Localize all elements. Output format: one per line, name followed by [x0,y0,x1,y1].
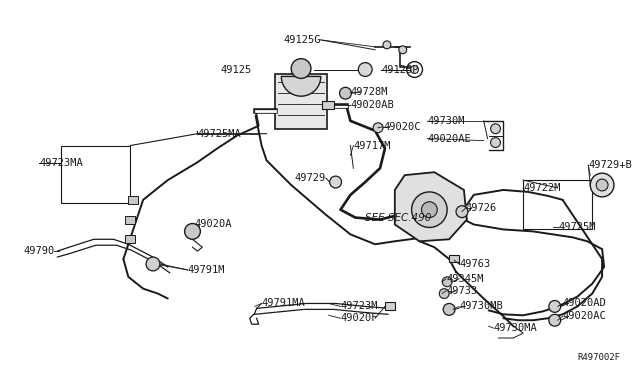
Circle shape [456,206,468,218]
Circle shape [383,41,391,49]
Text: 49020AD: 49020AD [563,298,606,308]
Text: 49020F: 49020F [340,313,378,323]
Bar [322,101,333,109]
Text: 49020AB: 49020AB [351,100,394,110]
Circle shape [422,202,437,218]
Circle shape [291,59,311,78]
Text: 49020C: 49020C [383,122,420,132]
Circle shape [491,124,500,134]
Circle shape [443,304,455,315]
Text: 49733: 49733 [446,286,477,296]
Circle shape [596,179,608,191]
Circle shape [549,314,561,326]
Text: 49730MA: 49730MA [493,323,538,333]
Text: 49717M: 49717M [353,141,391,151]
Circle shape [439,289,449,298]
Text: 49726: 49726 [466,203,497,213]
Text: 49020AC: 49020AC [563,311,606,321]
Bar [385,302,395,310]
Circle shape [340,87,351,99]
Bar [523,180,592,230]
Wedge shape [282,76,321,96]
Circle shape [373,123,383,133]
Bar [275,74,327,129]
Circle shape [146,257,160,271]
Polygon shape [395,172,467,241]
Bar [125,216,135,224]
Text: 49729+B: 49729+B [588,160,632,170]
Circle shape [358,62,372,76]
Circle shape [491,138,500,148]
Text: 49125P: 49125P [381,64,419,74]
Circle shape [442,277,452,287]
Text: 49020AE: 49020AE [428,134,471,144]
Text: 49763: 49763 [459,259,490,269]
Text: 49722M: 49722M [523,183,561,193]
Bar [125,235,135,243]
Circle shape [330,176,342,188]
Text: 49723M: 49723M [340,301,378,311]
Text: 49020A: 49020A [195,219,232,230]
Text: 49729: 49729 [294,173,326,183]
Text: SEE SEC.490: SEE SEC.490 [365,212,431,222]
Text: 49345M: 49345M [446,274,484,284]
Text: 49125: 49125 [220,64,252,74]
Text: 49723MA: 49723MA [40,158,83,168]
Circle shape [184,224,200,239]
Circle shape [412,192,447,227]
Text: R497002F: R497002F [577,353,620,362]
Text: 49730M: 49730M [428,116,465,126]
Circle shape [411,65,419,74]
Bar [129,196,138,204]
Text: 49791M: 49791M [188,265,225,275]
Circle shape [590,173,614,197]
Text: 49790: 49790 [23,246,54,256]
Bar [61,145,131,203]
Text: 49791MA: 49791MA [262,298,305,308]
Text: 49730MB: 49730MB [459,301,503,311]
Text: 49725M: 49725M [559,222,596,232]
Text: 49728M: 49728M [351,87,388,97]
Bar [449,255,459,262]
Text: 49725MA: 49725MA [197,129,241,139]
Circle shape [549,301,561,312]
Text: 49125G: 49125G [284,35,321,45]
Circle shape [399,46,406,54]
